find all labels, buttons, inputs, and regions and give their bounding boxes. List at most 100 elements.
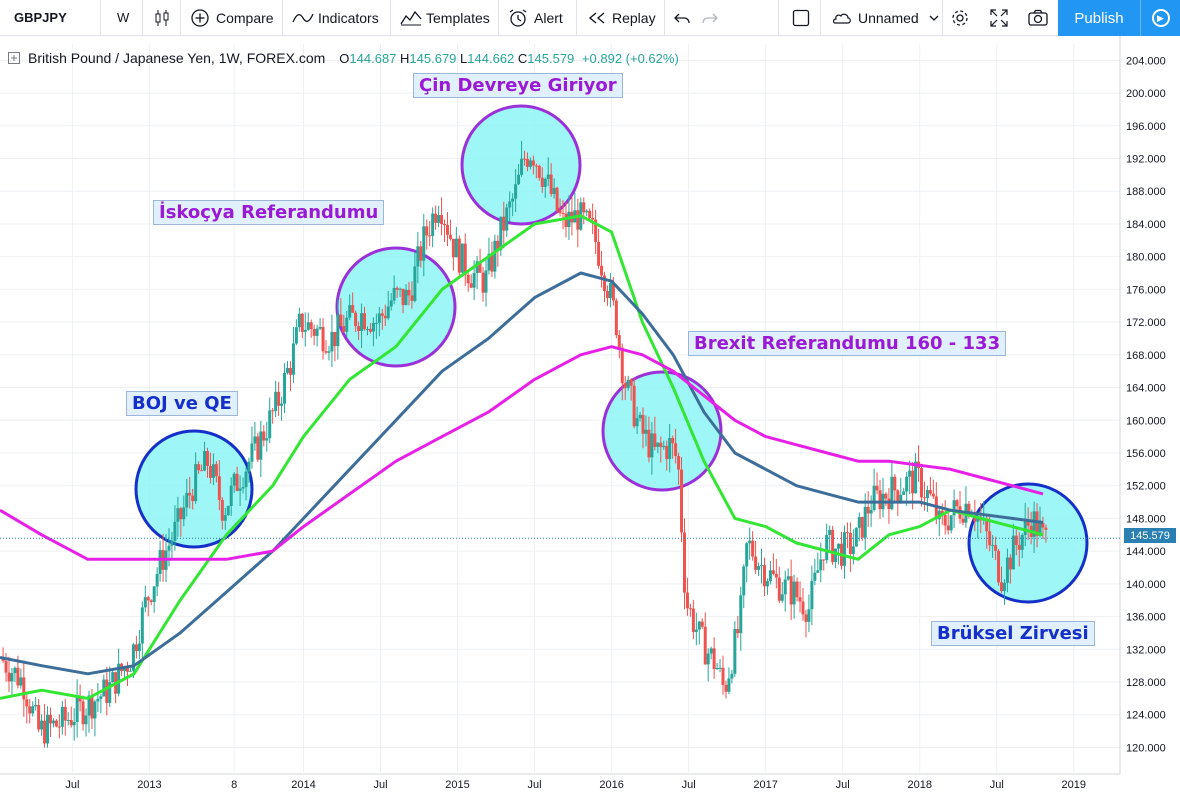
candle-body <box>985 518 989 532</box>
candle-body <box>523 158 527 160</box>
candle-body <box>694 629 698 632</box>
candle-body <box>866 506 870 514</box>
annotation-scotland[interactable]: İskoçya Referandumu <box>153 200 385 225</box>
candle-body <box>155 573 159 587</box>
publish-button[interactable]: Publish <box>1058 0 1140 36</box>
replay-button[interactable]: Replay <box>588 0 656 35</box>
candle-body <box>463 243 467 275</box>
candle-body <box>176 508 180 522</box>
annotation-china[interactable]: Çin Devreye Giriyor <box>413 73 623 98</box>
candle-body <box>706 653 710 665</box>
candle-body <box>469 283 473 288</box>
candle-body <box>597 241 601 266</box>
candle-body <box>517 174 521 185</box>
expand-button[interactable] <box>990 0 1008 35</box>
candle-body <box>128 670 132 672</box>
price-chart[interactable]: 120.000 124.000 128.000 132.000 136.000 140.0… <box>0 36 1180 794</box>
candle-body <box>440 215 444 225</box>
candle-body <box>374 322 378 324</box>
candle-body <box>1008 557 1012 570</box>
moving-average-long <box>0 345 1044 561</box>
candle-body <box>600 265 604 276</box>
y-tick-label: 128.000 <box>1126 677 1166 689</box>
toolbar-divider <box>942 0 943 35</box>
candle-body <box>792 581 796 605</box>
toolbar-divider <box>778 0 779 35</box>
symbol-search-button[interactable]: GBPJPY <box>14 0 67 35</box>
candle-body <box>134 644 138 652</box>
candle-body <box>525 158 529 167</box>
chart-style-button[interactable] <box>154 0 170 35</box>
candle-body <box>149 600 153 602</box>
candle-body <box>401 288 405 305</box>
interval-label: W <box>117 10 130 25</box>
play-button[interactable]: ▶ <box>1140 0 1180 36</box>
candle-body <box>768 570 772 582</box>
annotation-brussels[interactable]: Brüksel Zirvesi <box>931 621 1095 646</box>
candle-body <box>765 581 769 587</box>
candle-body <box>137 643 141 652</box>
candle-body <box>623 383 627 389</box>
candle-body <box>641 414 645 434</box>
candle-body <box>988 531 992 546</box>
x-tick-label: Jul <box>836 779 850 791</box>
candle-body <box>902 491 906 495</box>
indicators-button[interactable]: Indicators <box>292 0 379 35</box>
candle-body <box>543 178 547 187</box>
highlight-circle-scotland <box>335 246 457 368</box>
layout-button[interactable]: Unnamed <box>830 0 939 35</box>
candle-body <box>608 283 612 299</box>
annotation-boj[interactable]: BOJ ve QE <box>126 391 238 416</box>
candle-body <box>508 201 512 208</box>
candle-body <box>170 540 174 546</box>
candle-body <box>244 471 248 488</box>
candle-body <box>520 158 524 175</box>
candle-body <box>834 548 838 563</box>
y-tick-label: 204.000 <box>1126 55 1166 67</box>
camera-icon <box>1028 9 1048 26</box>
candle-body <box>842 532 846 566</box>
annotation-brexit[interactable]: Brexit Referandumu 160 - 133 <box>688 331 1007 356</box>
candle-body <box>567 211 571 228</box>
plus-circle-icon <box>191 8 209 27</box>
candle-body <box>591 218 595 220</box>
candle-body <box>555 187 559 211</box>
fullscreen-chart-button[interactable] <box>792 0 810 35</box>
y-tick-label: 136.000 <box>1126 612 1166 624</box>
alert-button[interactable]: Alert <box>508 0 563 35</box>
candle-body <box>662 445 666 448</box>
candle-body <box>789 576 793 605</box>
candle-body <box>203 451 207 471</box>
candle-body <box>60 706 64 727</box>
candle-body <box>712 648 716 670</box>
candle-body <box>908 470 912 477</box>
y-tick-label: 180.000 <box>1126 252 1166 264</box>
cloud-icon <box>833 13 851 24</box>
candle-body <box>194 464 198 502</box>
candle-body <box>931 493 935 497</box>
undo-button[interactable] <box>674 0 690 35</box>
symbol-label: GBPJPY <box>14 10 67 25</box>
candle-body <box>751 540 755 557</box>
compare-button[interactable]: Compare <box>190 0 274 35</box>
candle-body <box>1014 535 1018 545</box>
candle-body <box>611 283 615 301</box>
candle-body <box>688 608 692 610</box>
settings-button[interactable] <box>950 0 970 35</box>
candle-body <box>1038 523 1042 536</box>
snapshot-button[interactable] <box>1028 0 1048 35</box>
candle-body <box>232 473 236 486</box>
candle-body <box>466 274 470 284</box>
templates-button[interactable]: Templates <box>400 0 490 35</box>
collapse-legend-icon[interactable] <box>8 52 20 64</box>
y-tick-label: 140.000 <box>1126 579 1166 591</box>
candle-body <box>140 607 144 644</box>
candle-body <box>48 714 52 724</box>
y-tick-label: 172.000 <box>1126 317 1166 329</box>
interval-button[interactable]: W <box>117 0 129 35</box>
low-value: 144.662 <box>467 50 515 66</box>
replay-label: Replay <box>612 9 656 26</box>
candle-body <box>51 720 55 724</box>
candle-body <box>920 468 924 498</box>
redo-button[interactable] <box>702 0 718 35</box>
